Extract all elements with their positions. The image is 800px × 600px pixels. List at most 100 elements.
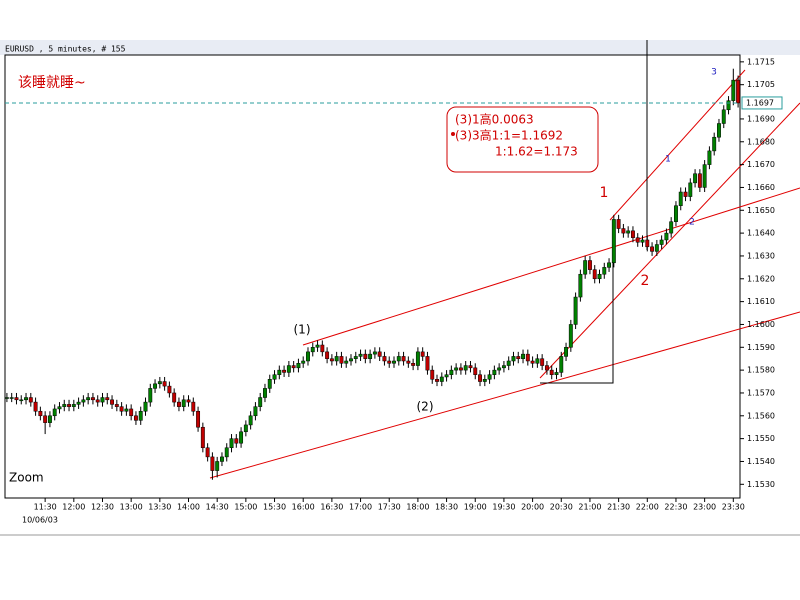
y-tick-label: 1.1600 xyxy=(747,320,775,329)
y-tick-label: 1.1530 xyxy=(747,480,775,489)
candle-body xyxy=(224,447,229,458)
candle-body xyxy=(157,381,162,385)
wave-label: 1 xyxy=(665,155,671,165)
candle-body xyxy=(463,365,468,371)
candle-body xyxy=(76,401,81,405)
candle-body xyxy=(110,399,114,405)
candle-body xyxy=(511,356,516,362)
candle-body xyxy=(654,244,659,252)
candle-body xyxy=(67,404,71,407)
candle-body xyxy=(640,239,645,243)
candle-body xyxy=(133,415,138,421)
candle-body xyxy=(329,358,334,362)
candle-body xyxy=(62,404,67,407)
wave-label: (1) xyxy=(294,323,311,337)
candle-body xyxy=(544,365,549,371)
candle-body xyxy=(487,374,492,380)
candle-body xyxy=(28,397,33,403)
x-tick-label: 20:00 xyxy=(521,503,544,512)
y-tick-label: 1.1570 xyxy=(747,388,775,397)
candle-body xyxy=(602,267,607,275)
candle-body xyxy=(435,379,439,382)
candle-body xyxy=(57,406,62,410)
candle-body xyxy=(315,344,320,348)
candle-body xyxy=(143,401,148,412)
candle-body xyxy=(205,447,210,458)
candle-body xyxy=(430,369,435,380)
candle-body xyxy=(492,369,497,375)
candle-body xyxy=(645,239,650,248)
candle-body xyxy=(95,399,100,403)
candle-body xyxy=(659,239,664,245)
candle-body xyxy=(377,351,382,357)
candle-body xyxy=(420,351,425,357)
y-tick-label: 1.1620 xyxy=(747,274,775,283)
candle-body xyxy=(52,408,57,417)
y-tick-label: 1.1580 xyxy=(747,366,775,375)
candle-body xyxy=(702,164,707,188)
trend-line xyxy=(302,187,800,346)
candle-body xyxy=(4,397,9,399)
candle-body xyxy=(263,388,267,398)
candle-body xyxy=(296,363,301,369)
wave-label: 1 xyxy=(600,185,609,201)
candle-body xyxy=(105,397,110,401)
candle-body xyxy=(607,262,612,268)
chart-title: EURUSD , 5 minutes, # 155 xyxy=(5,45,126,54)
candle-body xyxy=(24,397,28,401)
x-tick-label: 13:00 xyxy=(120,503,143,512)
date-label: 10/06/03 xyxy=(22,516,58,525)
candle-body xyxy=(669,221,674,234)
candle-body xyxy=(583,260,588,275)
candle-body xyxy=(616,219,621,229)
candle-body xyxy=(353,356,358,359)
current-price-box xyxy=(741,96,783,110)
x-tick-label: 17:00 xyxy=(349,503,372,512)
y-tick-label: 1.1650 xyxy=(747,206,775,215)
candle-body xyxy=(215,461,220,471)
candle-body xyxy=(382,356,387,362)
zoom-label: Zoom xyxy=(9,471,44,485)
candle-body xyxy=(119,406,124,412)
y-tick-label: 1.1705 xyxy=(747,80,775,89)
candle-body xyxy=(664,232,669,241)
candle-body xyxy=(114,404,119,407)
candle-body xyxy=(587,260,592,270)
candle-body xyxy=(191,401,196,412)
candle-body xyxy=(210,456,215,471)
candle-body xyxy=(325,351,330,359)
x-tick-label: 19:00 xyxy=(464,503,487,512)
candle-body xyxy=(372,351,377,355)
candle-body xyxy=(172,392,177,403)
x-tick-label: 17:30 xyxy=(378,503,401,512)
candle-body xyxy=(564,347,568,357)
candle-body xyxy=(554,372,559,375)
note-dot xyxy=(451,132,455,136)
x-tick-label: 12:00 xyxy=(62,503,85,512)
candle-body xyxy=(167,385,172,394)
trend-lines xyxy=(209,40,800,479)
candle-body xyxy=(478,374,482,382)
y-tick-label: 1.1690 xyxy=(747,114,775,123)
candle-body xyxy=(234,438,239,444)
x-tick-label: 21:00 xyxy=(578,503,601,512)
candle-body xyxy=(516,356,521,359)
candle-body xyxy=(396,356,401,362)
candle-body xyxy=(540,358,545,366)
candle-body xyxy=(368,353,373,359)
candle-body xyxy=(439,376,444,382)
measure-box xyxy=(540,220,614,384)
y-tick-label: 1.1640 xyxy=(747,229,775,238)
candle-body xyxy=(712,136,717,152)
candle-body xyxy=(468,365,473,369)
y-tick-label: 1.1660 xyxy=(747,183,775,192)
candle-body xyxy=(501,365,506,369)
candle-body xyxy=(38,410,43,417)
box-note: 1:1.62=1.173 xyxy=(495,145,578,159)
x-tick-label: 23:00 xyxy=(693,503,716,512)
candle-body xyxy=(549,369,554,375)
candle-body xyxy=(301,360,306,364)
candle-body xyxy=(721,109,726,124)
candle-body xyxy=(177,401,181,407)
